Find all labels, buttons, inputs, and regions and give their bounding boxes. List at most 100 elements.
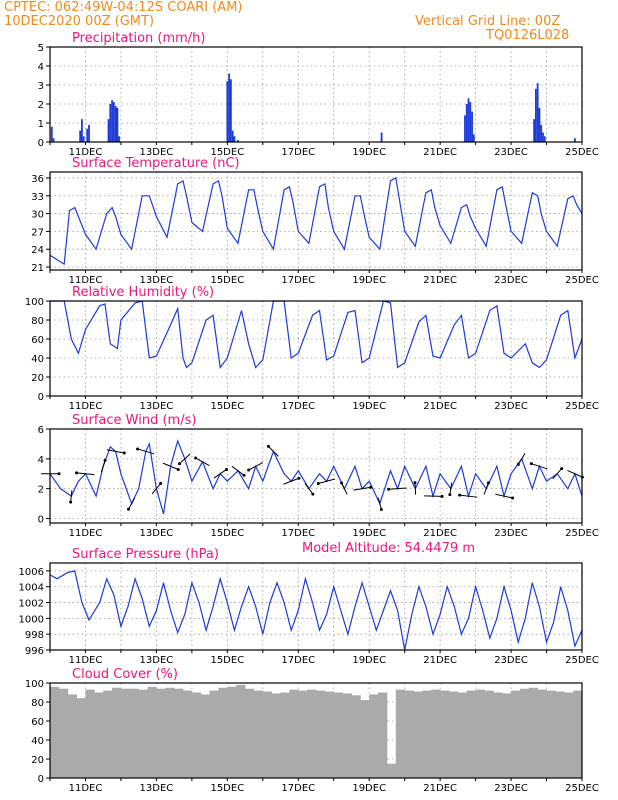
panel-rh <box>46 300 583 399</box>
precip-bar <box>229 79 232 142</box>
x-tick-label-wind: 11DEC <box>69 528 103 539</box>
precip-bar <box>465 104 468 142</box>
x-tick-label-wind: 23DEC <box>494 528 528 539</box>
precip-bar <box>533 119 536 142</box>
x-tick-label-temp: 19DEC <box>352 275 386 286</box>
wind-arrowhead <box>369 485 373 489</box>
wind-arrowhead <box>136 447 140 451</box>
cloud-bar <box>360 700 370 778</box>
x-tick-label-pressure: 21DEC <box>423 655 457 666</box>
precip-bar <box>86 128 89 142</box>
x-tick-label-cloud: 11DEC <box>69 783 103 794</box>
wind-arrow <box>195 457 210 467</box>
y-tick-label-cloud: 60 <box>31 717 44 728</box>
wind-arrowhead <box>316 481 320 485</box>
wind-arrow <box>231 465 245 476</box>
cloud-bar <box>342 693 352 778</box>
panel-frame-rh <box>49 300 583 397</box>
wind-arrowhead <box>176 467 180 471</box>
cloud-bar <box>333 692 343 778</box>
series-line-rh <box>50 300 583 370</box>
cloud-bar <box>138 689 148 778</box>
wind-arrowhead <box>297 476 301 480</box>
precip-bar <box>467 98 470 142</box>
wind-arrow <box>162 462 179 470</box>
cloud-bar <box>378 692 388 778</box>
x-tick-label-rh: 23DEC <box>494 401 528 412</box>
cloud-bar <box>316 690 326 778</box>
cloud-bar <box>271 693 281 778</box>
precip-bar <box>226 81 229 142</box>
y-tick-label-precip: 1 <box>38 119 44 130</box>
panel-title-temp: Surface Temperature (nC) <box>72 156 240 171</box>
x-tick-label-precip: 17DEC <box>281 147 315 158</box>
x-tick-label-cloud: 13DEC <box>140 783 174 794</box>
wind-arrowhead <box>177 462 181 466</box>
precip-bar <box>237 140 239 142</box>
x-tick-label-pressure: 25DEC <box>565 655 599 666</box>
y-tick-label-pressure: 998 <box>25 630 44 641</box>
cloud-bar <box>94 692 104 778</box>
wind-arrowhead <box>126 507 130 511</box>
station-label: CPTEC: 062:49W-04:12S COARI (AM) <box>4 0 243 15</box>
cloud-bar <box>413 691 423 778</box>
y-tick-label-rh: 40 <box>31 354 44 365</box>
precip-bar <box>107 119 110 142</box>
wind-arrow <box>179 453 191 465</box>
y-tick-label-cloud: 80 <box>31 698 44 709</box>
y-tick-label-pressure: 1004 <box>19 583 44 594</box>
cloud-bar <box>129 688 140 778</box>
wind-arrowhead <box>311 492 315 496</box>
precip-bar <box>116 107 119 142</box>
cloud-bar <box>466 690 476 778</box>
x-tick-label-temp: 25DEC <box>565 275 599 286</box>
cloud-bar <box>191 692 202 778</box>
cloud-bar <box>449 691 459 778</box>
x-tick-label-precip: 13DEC <box>140 147 174 158</box>
x-tick-label-pressure: 19DEC <box>352 655 386 666</box>
precip-bar <box>534 88 537 142</box>
y-tick-label-rh: 0 <box>38 392 44 403</box>
cloud-bar <box>236 684 246 778</box>
y-tick-label-pressure: 1006 <box>19 567 44 578</box>
cloud-bar <box>369 694 379 778</box>
wind-arrow <box>483 482 489 495</box>
x-tick-label-rh: 19DEC <box>352 401 386 412</box>
precip-bar <box>88 124 90 142</box>
cloud-bar <box>386 763 397 778</box>
precip-bar <box>114 105 117 142</box>
y-tick-label-cloud: 20 <box>31 755 44 766</box>
wind-arrow <box>353 486 371 491</box>
cloud-bar <box>298 690 308 778</box>
wind-arrow <box>377 497 382 510</box>
y-tick-label-precip: 3 <box>38 81 44 92</box>
cloud-bar <box>209 690 219 778</box>
cloud-bar <box>324 691 335 778</box>
x-tick-label-precip: 15DEC <box>210 147 244 158</box>
wind-arrow <box>304 482 314 495</box>
wind-arrow <box>341 482 348 495</box>
wind-arrowhead <box>266 444 270 448</box>
cloud-bar <box>76 698 86 778</box>
y-tick-label-temp: 33 <box>31 192 44 203</box>
precip-bar <box>380 132 383 142</box>
y-tick-label-rh: 100 <box>25 297 44 308</box>
panel-frame-precip <box>49 46 583 143</box>
wind-arrow <box>449 482 453 495</box>
x-tick-label-temp: 23DEC <box>494 275 528 286</box>
cloud-bar <box>218 687 228 778</box>
run-date-label: 10DEC2020 00Z (GMT) <box>4 14 154 29</box>
precip-bar <box>50 126 53 142</box>
x-tick-label-wind: 19DEC <box>352 528 386 539</box>
x-tick-label-precip: 19DEC <box>352 147 386 158</box>
x-tick-label-temp: 13DEC <box>140 275 174 286</box>
cloud-bar <box>307 689 317 778</box>
wind-arrowhead <box>440 494 444 498</box>
cloud-bar <box>262 691 273 778</box>
x-tick-label-precip: 25DEC <box>565 147 599 158</box>
precip-bar <box>52 138 55 142</box>
cloud-bar <box>67 694 77 778</box>
y-tick-label-precip: 2 <box>38 100 44 111</box>
wind-arrow <box>388 487 407 490</box>
wind-arrow <box>318 478 336 484</box>
